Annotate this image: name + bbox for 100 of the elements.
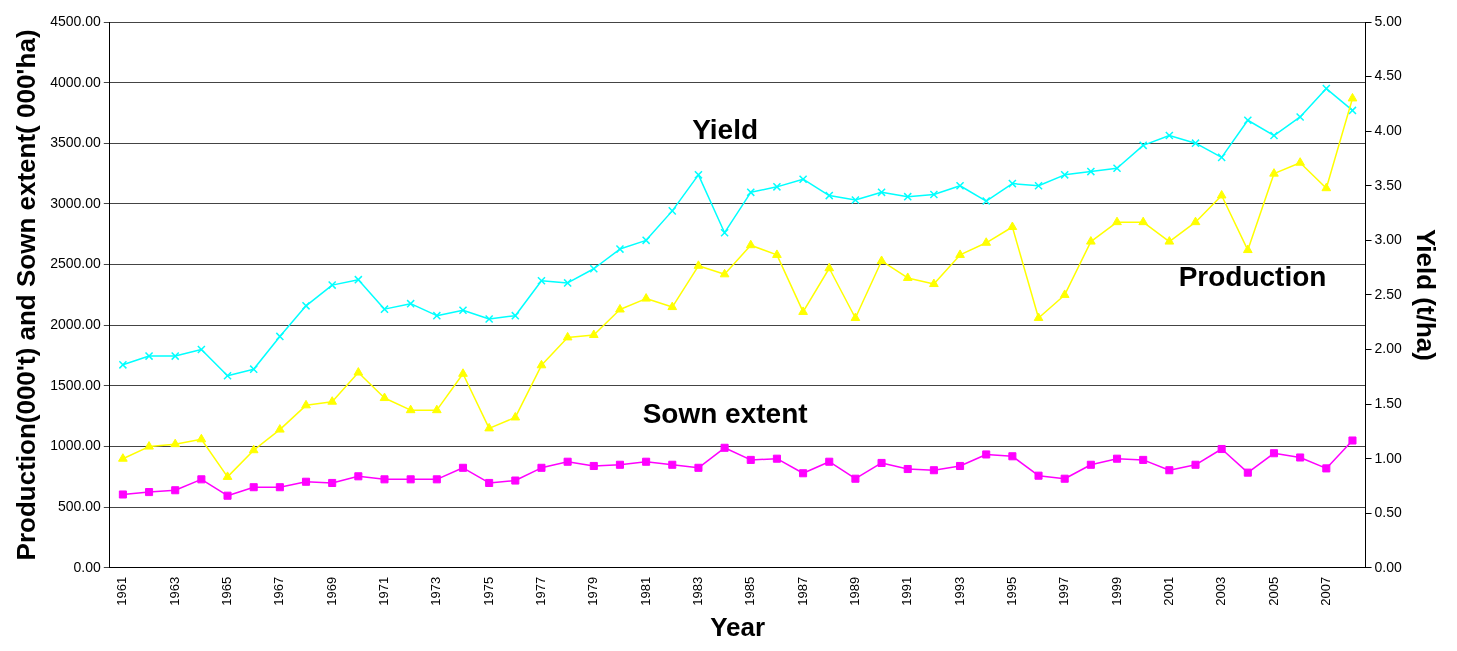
x-tick-label: 1967 — [271, 576, 287, 606]
point — [536, 359, 547, 369]
x-tick-label: 2007 — [1317, 576, 1333, 606]
point — [1034, 181, 1043, 191]
point — [694, 463, 703, 472]
point — [484, 314, 494, 324]
x-tick-label: 2001 — [1160, 576, 1176, 606]
point — [929, 466, 938, 475]
point — [380, 475, 389, 484]
point — [406, 475, 415, 484]
point — [1322, 84, 1331, 93]
point — [694, 170, 703, 180]
point — [458, 305, 468, 315]
point — [850, 312, 861, 321]
point — [746, 455, 755, 464]
point — [1008, 452, 1017, 461]
point — [929, 278, 939, 288]
point — [458, 463, 468, 472]
point — [145, 488, 154, 497]
x-tick-label: 1961 — [114, 576, 130, 606]
x-tick-label: 1991 — [899, 576, 915, 606]
y-tick-label: 3000.00 — [50, 194, 102, 211]
point — [902, 272, 913, 281]
x-axis-title: Year — [710, 611, 766, 642]
point — [772, 454, 781, 463]
point — [1243, 468, 1252, 477]
point — [275, 483, 284, 492]
point — [876, 255, 887, 264]
point — [772, 249, 782, 258]
x-tick-label: 1989 — [846, 576, 862, 606]
point — [511, 476, 520, 485]
point — [1034, 471, 1043, 480]
point — [197, 345, 206, 354]
point — [589, 264, 599, 274]
point — [799, 469, 808, 478]
point — [981, 237, 992, 246]
x-tick-label: 1985 — [742, 576, 758, 606]
y2-tick-label: 3.50 — [1374, 176, 1403, 193]
point — [825, 457, 834, 466]
series-label: Production — [1178, 261, 1327, 293]
point — [222, 471, 233, 480]
point — [1348, 436, 1357, 445]
point — [955, 249, 965, 258]
point — [563, 457, 572, 466]
point — [1295, 157, 1305, 166]
y-tick-label: 1500.00 — [50, 376, 102, 393]
point — [118, 490, 127, 499]
point — [275, 332, 285, 341]
point — [170, 438, 181, 448]
y2-tick-label: 1.50 — [1374, 394, 1403, 411]
point — [432, 475, 441, 484]
point — [1138, 216, 1149, 226]
point — [1112, 164, 1122, 173]
point — [1138, 141, 1148, 150]
point — [510, 411, 521, 421]
point — [223, 371, 232, 381]
point — [118, 453, 128, 462]
point — [275, 424, 285, 433]
point — [1217, 153, 1226, 162]
x-tick-label: 2003 — [1213, 576, 1229, 606]
point — [1033, 312, 1044, 321]
point — [1007, 221, 1018, 231]
point — [1191, 138, 1200, 148]
point — [1165, 131, 1174, 140]
x-tick-label: 1965 — [219, 576, 235, 606]
y-tick-label: 3500.00 — [50, 134, 102, 151]
point — [641, 293, 651, 302]
point — [563, 278, 572, 288]
point — [1190, 216, 1201, 226]
point — [956, 461, 965, 471]
point — [354, 275, 363, 284]
y2-tick-label: 2.00 — [1374, 340, 1403, 357]
point — [301, 399, 311, 409]
x-tick-label: 1981 — [637, 576, 653, 606]
point — [249, 483, 258, 492]
x-tick-label: 1983 — [690, 576, 706, 606]
point — [1216, 189, 1227, 199]
point — [1008, 179, 1017, 188]
point — [798, 306, 808, 315]
point — [589, 461, 598, 471]
y2-tick-label: 4.50 — [1374, 67, 1403, 84]
point — [458, 368, 468, 377]
point — [746, 188, 756, 197]
point — [144, 351, 154, 361]
point — [1139, 455, 1148, 464]
point — [537, 463, 546, 472]
point — [772, 182, 782, 192]
point — [301, 301, 311, 311]
x-tick-label: 1973 — [428, 576, 444, 606]
point — [1059, 289, 1070, 298]
x-tick-label: 1977 — [533, 576, 549, 606]
point — [118, 360, 128, 370]
x-tick-label: 1975 — [480, 576, 496, 606]
point — [353, 367, 364, 376]
point — [824, 191, 834, 200]
x-tick-label: 1969 — [323, 576, 339, 606]
point — [877, 188, 886, 197]
point — [328, 478, 337, 487]
point — [693, 260, 704, 269]
point — [1347, 92, 1358, 102]
